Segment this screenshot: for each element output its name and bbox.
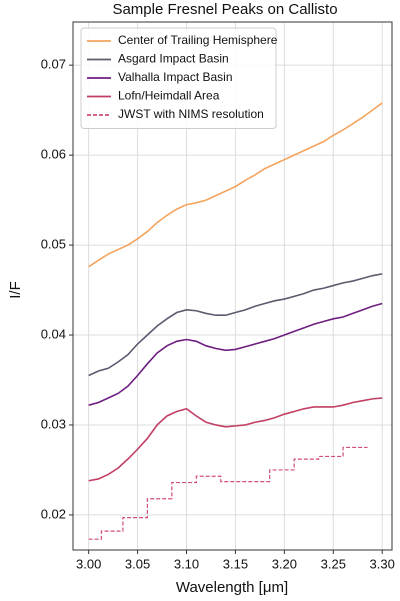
x-tick-label: 3.25: [321, 556, 346, 571]
y-axis-label: I/F: [7, 281, 24, 299]
legend-label: Center of Trailing Hemisphere: [118, 33, 278, 47]
x-tick-label: 3.20: [272, 556, 297, 571]
y-tick-label: 0.07: [41, 57, 66, 72]
x-axis-label: Wavelength [μm]: [176, 579, 288, 596]
legend-label: Asgard Impact Basin: [118, 52, 229, 66]
chart-title: Sample Fresnel Peaks on Callisto: [112, 1, 337, 18]
data-line: [88, 102, 383, 268]
y-tick-label: 0.03: [41, 416, 66, 431]
y-tick-label: 0.05: [41, 237, 66, 252]
data-line: [88, 397, 383, 482]
data-line: [88, 273, 383, 377]
data-line: [88, 302, 383, 406]
y-tick-label: 0.04: [41, 326, 66, 341]
x-tick-label: 3.05: [125, 556, 150, 571]
legend-box: [80, 27, 277, 129]
plot-frame: [72, 21, 393, 551]
x-tick-label: 3.10: [174, 556, 199, 571]
y-tick-label: 0.06: [41, 147, 66, 162]
legend-label: Lofn/Heimdall Area: [118, 89, 220, 103]
x-tick-label: 3.30: [370, 556, 395, 571]
legend-label: Valhalla Impact Basin: [118, 70, 233, 84]
x-tick-label: 3.15: [223, 556, 248, 571]
x-tick-label: 3.00: [76, 556, 101, 571]
data-line: [88, 446, 368, 540]
y-tick-label: 0.02: [41, 506, 66, 521]
legend-label: JWST with NIMS resolution: [118, 107, 264, 121]
